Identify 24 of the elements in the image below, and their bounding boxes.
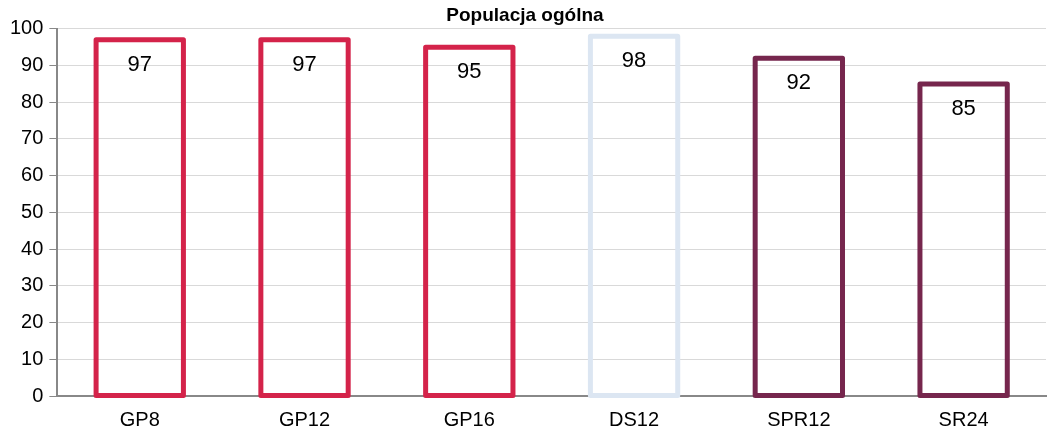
- x-tick-label: SPR12: [767, 407, 831, 430]
- y-tick-label: 20: [21, 310, 44, 333]
- x-tick-label: GP8: [119, 407, 160, 430]
- data-label: 95: [457, 58, 482, 84]
- y-tick-label: 50: [21, 199, 44, 222]
- y-tick-label: 0: [32, 383, 44, 406]
- data-label: 98: [621, 47, 647, 73]
- data-label: 97: [292, 50, 317, 76]
- x-tick-label: GP16: [443, 407, 495, 430]
- y-tick-label: 10: [21, 346, 44, 369]
- data-label: 85: [951, 94, 976, 120]
- x-tick-label: GP12: [278, 407, 331, 430]
- x-tick-label: SR24: [938, 407, 989, 430]
- y-tick-label: 60: [21, 163, 44, 186]
- y-tick-label: 30: [21, 273, 44, 296]
- y-tick-label: 100: [9, 16, 44, 39]
- data-label: 92: [786, 69, 812, 95]
- chart-title: Populacja ogólna: [446, 3, 605, 25]
- x-tick-label: DS12: [609, 407, 660, 430]
- data-label: 97: [127, 50, 152, 76]
- y-tick-label: 80: [21, 89, 44, 112]
- y-tick-label: 40: [21, 236, 44, 259]
- y-tick-label: 90: [21, 53, 44, 76]
- y-tick-label: 70: [21, 126, 44, 149]
